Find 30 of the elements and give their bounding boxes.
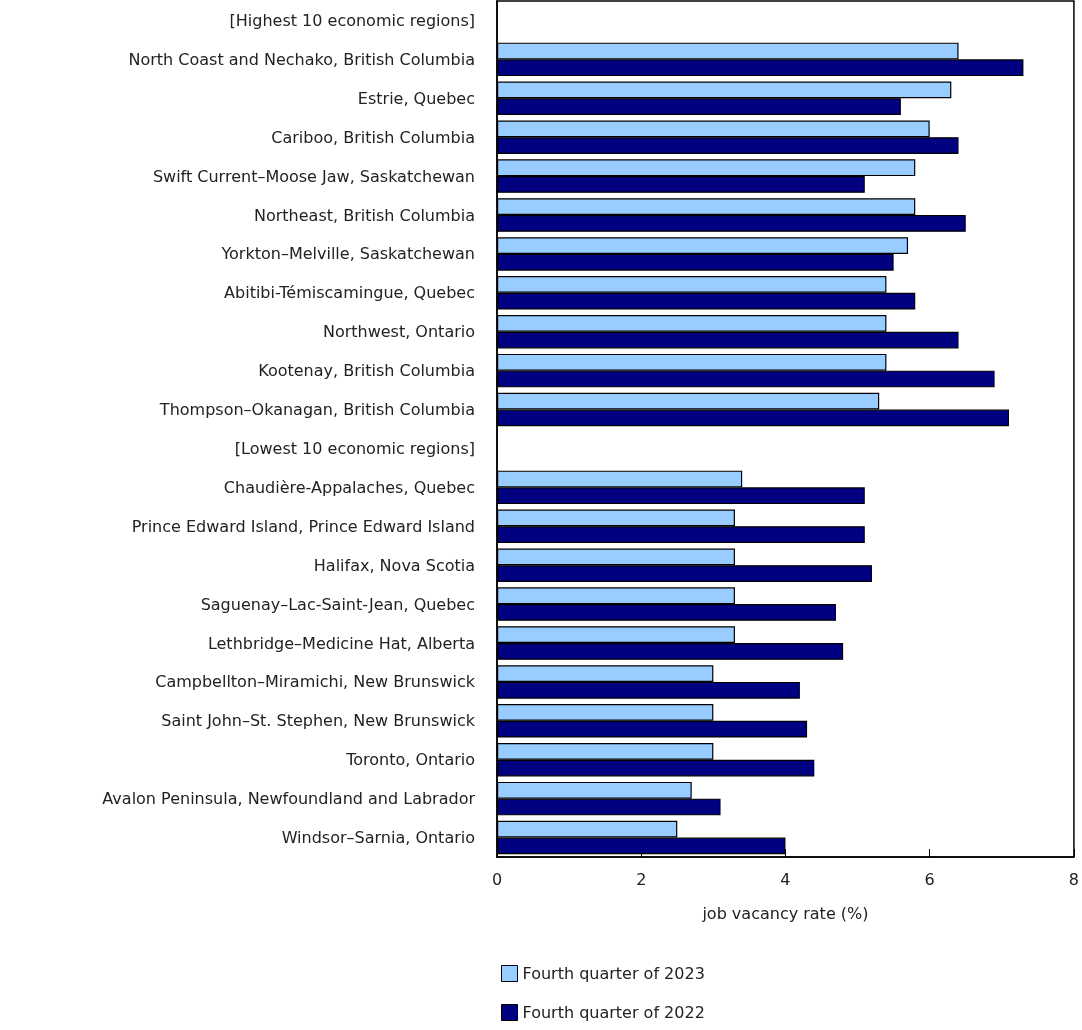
y-tick-label: Cariboo, British Columbia [271,127,475,147]
legend-label: Fourth quarter of 2022 [522,1003,705,1022]
y-tick-label: Lethbridge–Medicine Hat, Alberta [207,633,475,653]
y-tick-label: Saint John–St. Stephen, New Brunswick [161,711,476,731]
y-tick-label: Abitibi-Témiscamingue, Quebec [224,283,475,303]
x-tick-label: 8 [1068,869,1079,889]
y-tick-label: Windsor–Sarnia, Ontario [281,828,475,848]
y-tick-label: Prince Edward Island, Prince Edward Island [131,516,475,536]
y-tick-label: Avalon Peninsula, Newfoundland and Labrador [102,789,476,809]
x-tick-label: 0 [491,869,503,889]
x-tick-label: 2 [636,869,647,889]
y-tick-label: Northwest, Ontario [322,322,475,342]
y-tick-label: Northeast, British Columbia [254,205,475,225]
y-tick-label: Yorkton–Melville, Saskatchewan [220,244,475,264]
y-tick-label: Toronto, Ontario [345,750,475,770]
x-tick-label: 4 [780,869,791,889]
y-tick-label: Estrie, Quebec [357,88,475,108]
y-tick-label: Halifax, Nova Scotia [313,555,475,575]
y-tick-label: North Coast and Nechako, British Columbia [128,49,475,69]
y-tick-label: Kootenay, British Columbia [258,361,475,381]
y-tick-label: Campbellton–Miramichi, New Brunswick [155,672,476,692]
y-tick-label: [Highest 10 economic regions] [229,10,475,30]
x-axis-title: job vacancy rate (%) [701,903,869,923]
x-tick-label: 6 [924,869,935,889]
y-tick-label: Thompson–Okanagan, British Columbia [158,400,475,420]
y-tick-label: [Lowest 10 economic regions] [234,438,475,458]
y-tick-label: Chaudière-Appalaches, Quebec [223,477,475,497]
legend-label: Fourth quarter of 2023 [522,964,705,983]
y-tick-label: Saguenay–Lac-Saint-Jean, Quebec [200,594,475,614]
y-tick-label: Swift Current–Moose Jaw, Saskatchewan [152,166,475,186]
